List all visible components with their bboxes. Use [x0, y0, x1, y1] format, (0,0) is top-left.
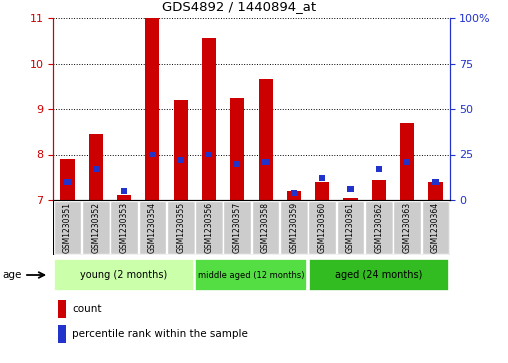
Bar — [177, 157, 184, 163]
Bar — [167, 200, 195, 254]
Text: percentile rank within the sample: percentile rank within the sample — [72, 329, 248, 339]
Bar — [60, 159, 75, 200]
Bar — [252, 200, 279, 254]
Bar — [92, 166, 99, 172]
Bar — [195, 200, 223, 254]
Text: GSM1230355: GSM1230355 — [176, 202, 185, 253]
Bar — [230, 98, 244, 200]
Bar — [58, 300, 66, 318]
Bar — [337, 200, 364, 254]
Text: GSM1230362: GSM1230362 — [374, 202, 384, 253]
Bar — [89, 134, 103, 200]
Bar — [149, 151, 155, 158]
Text: count: count — [72, 304, 102, 314]
Bar — [206, 151, 212, 158]
Text: GSM1230353: GSM1230353 — [119, 202, 129, 253]
Bar — [404, 159, 410, 165]
Text: young (2 months): young (2 months) — [80, 270, 168, 280]
Bar — [145, 18, 160, 200]
Bar — [263, 159, 269, 165]
Bar — [308, 200, 336, 254]
Bar — [343, 198, 358, 200]
Bar — [121, 188, 128, 194]
Bar — [234, 161, 240, 167]
Bar — [428, 182, 442, 200]
Bar — [393, 200, 421, 254]
Text: GSM1230364: GSM1230364 — [431, 202, 440, 253]
Bar — [82, 200, 110, 254]
Bar — [139, 200, 166, 254]
Text: GSM1230357: GSM1230357 — [233, 202, 242, 253]
Bar — [259, 79, 273, 200]
Bar — [174, 100, 188, 200]
Bar — [54, 200, 81, 254]
Bar — [400, 123, 414, 200]
Bar — [196, 259, 307, 291]
Bar — [280, 200, 308, 254]
Bar — [432, 179, 438, 185]
Text: GSM1230360: GSM1230360 — [318, 202, 327, 253]
Text: GDS4892 / 1440894_at: GDS4892 / 1440894_at — [162, 0, 316, 13]
Bar — [422, 200, 449, 254]
Bar — [347, 186, 354, 192]
Bar — [224, 200, 251, 254]
Bar — [110, 200, 138, 254]
Text: GSM1230352: GSM1230352 — [91, 202, 100, 253]
Text: GSM1230359: GSM1230359 — [290, 202, 298, 253]
Text: GSM1230363: GSM1230363 — [403, 202, 411, 253]
Text: GSM1230356: GSM1230356 — [205, 202, 213, 253]
Bar — [54, 259, 194, 291]
Text: age: age — [3, 270, 22, 280]
Bar — [375, 166, 382, 172]
Text: GSM1230354: GSM1230354 — [148, 202, 157, 253]
Bar — [65, 179, 71, 185]
Bar — [287, 191, 301, 200]
Text: GSM1230361: GSM1230361 — [346, 202, 355, 253]
Bar — [365, 200, 393, 254]
Text: aged (24 months): aged (24 months) — [335, 270, 423, 280]
Text: GSM1230351: GSM1230351 — [63, 202, 72, 253]
Bar — [309, 259, 449, 291]
Bar — [202, 38, 216, 200]
Bar — [319, 175, 326, 181]
Bar — [58, 325, 66, 343]
Bar — [117, 195, 131, 200]
Text: middle aged (12 months): middle aged (12 months) — [198, 270, 305, 280]
Text: GSM1230358: GSM1230358 — [261, 202, 270, 253]
Bar — [291, 190, 297, 196]
Bar — [315, 182, 329, 200]
Bar — [372, 180, 386, 200]
